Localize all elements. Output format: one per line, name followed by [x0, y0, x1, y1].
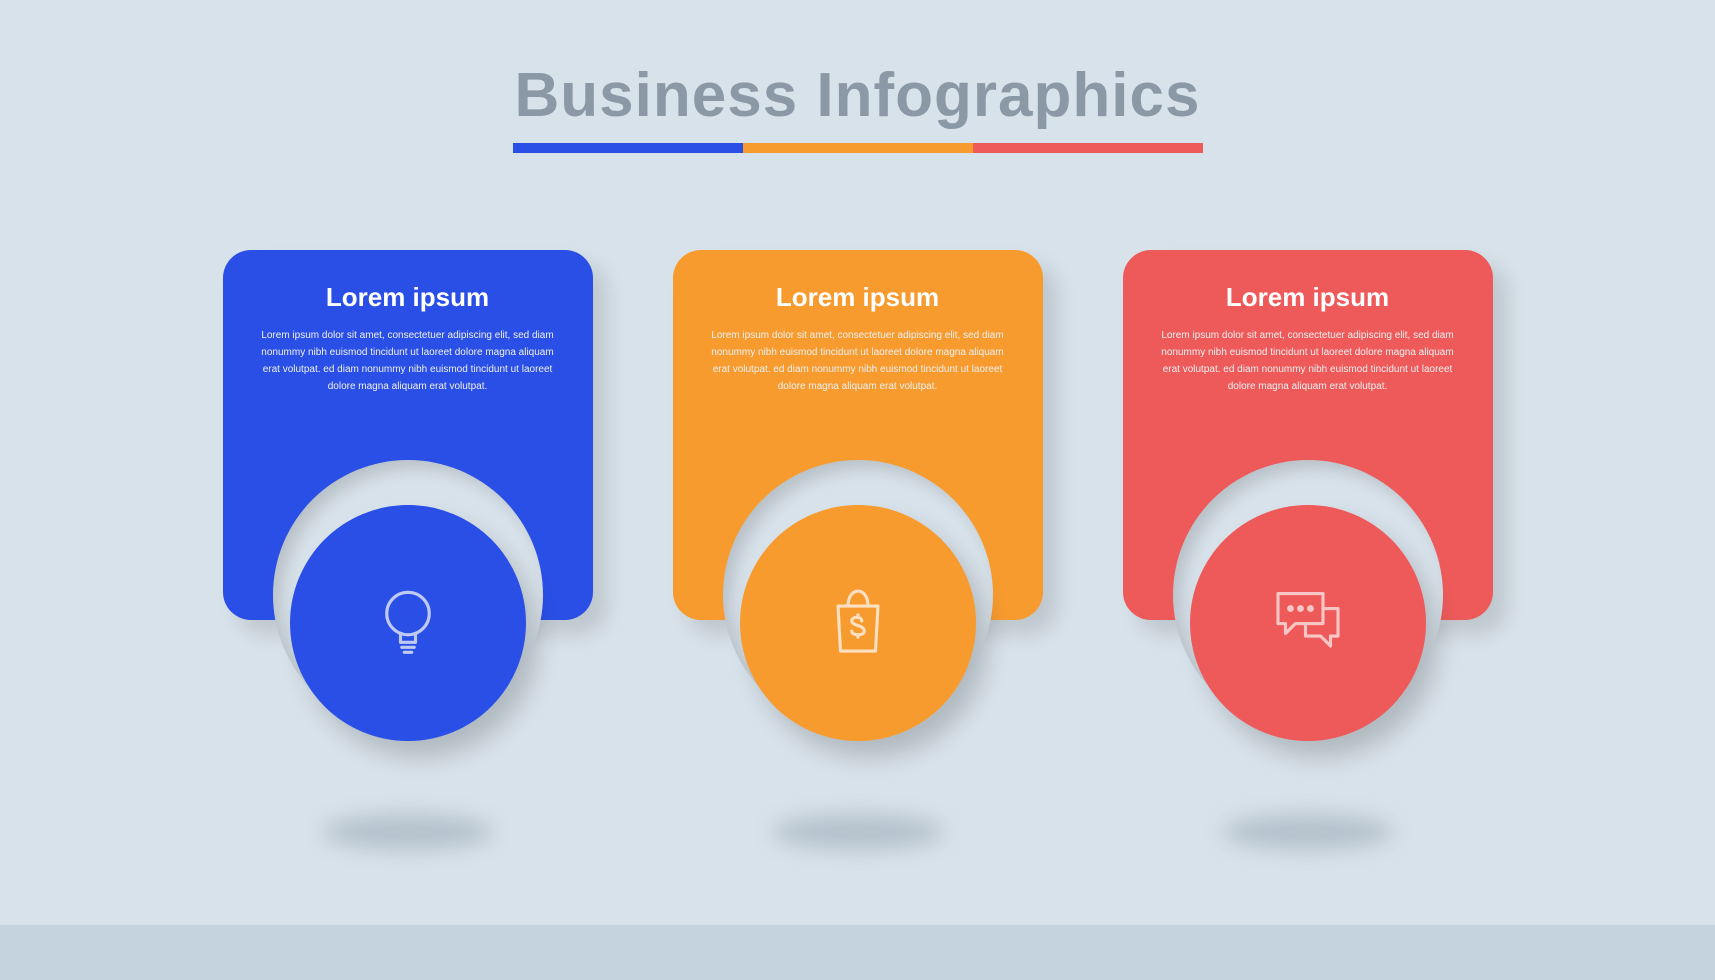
- cards-container: Lorem ipsum Lorem ipsum dolor sit amet, c…: [223, 250, 1493, 810]
- header: Business Infographics: [513, 60, 1203, 153]
- card-title-1: Lorem ipsum: [703, 282, 1013, 313]
- icon-circle-1: [740, 505, 976, 741]
- underline-segment-0: [513, 143, 743, 153]
- underline-segment-2: [973, 143, 1203, 153]
- main-title: Business Infographics: [513, 60, 1203, 131]
- underline-segment-1: [743, 143, 973, 153]
- page-background: Business Infographics Lorem ipsumLorem i…: [0, 0, 1715, 980]
- ground-shadow-1: [773, 814, 943, 850]
- icon-circle-0: [290, 505, 526, 741]
- icon-circle-2: [1190, 505, 1426, 741]
- card-unit-1: Lorem ipsum Lorem ipsum dolor sit amet, c…: [673, 250, 1043, 810]
- card-title-0: Lorem ipsum: [253, 282, 563, 313]
- card-unit-2: Lorem ipsum Lorem ipsum dolor sit amet, c…: [1123, 250, 1493, 810]
- shopping-bag-icon: [818, 581, 898, 666]
- card-title-2: Lorem ipsum: [1153, 282, 1463, 313]
- chat-icon: [1268, 581, 1348, 666]
- ground-shadow-0: [323, 814, 493, 850]
- card-body-2: Lorem ipsum dolor sit amet, consectetuer…: [1153, 327, 1463, 395]
- card-body-0: Lorem ipsum dolor sit amet, consectetuer…: [253, 327, 563, 395]
- ground-shadow-2: [1223, 814, 1393, 850]
- title-underline: [513, 143, 1203, 153]
- card-body-1: Lorem ipsum dolor sit amet, consectetuer…: [703, 327, 1013, 395]
- lightbulb-icon: [368, 581, 448, 666]
- bottom-strip: [0, 925, 1715, 980]
- card-unit-0: Lorem ipsum Lorem ipsum dolor sit amet, c…: [223, 250, 593, 810]
